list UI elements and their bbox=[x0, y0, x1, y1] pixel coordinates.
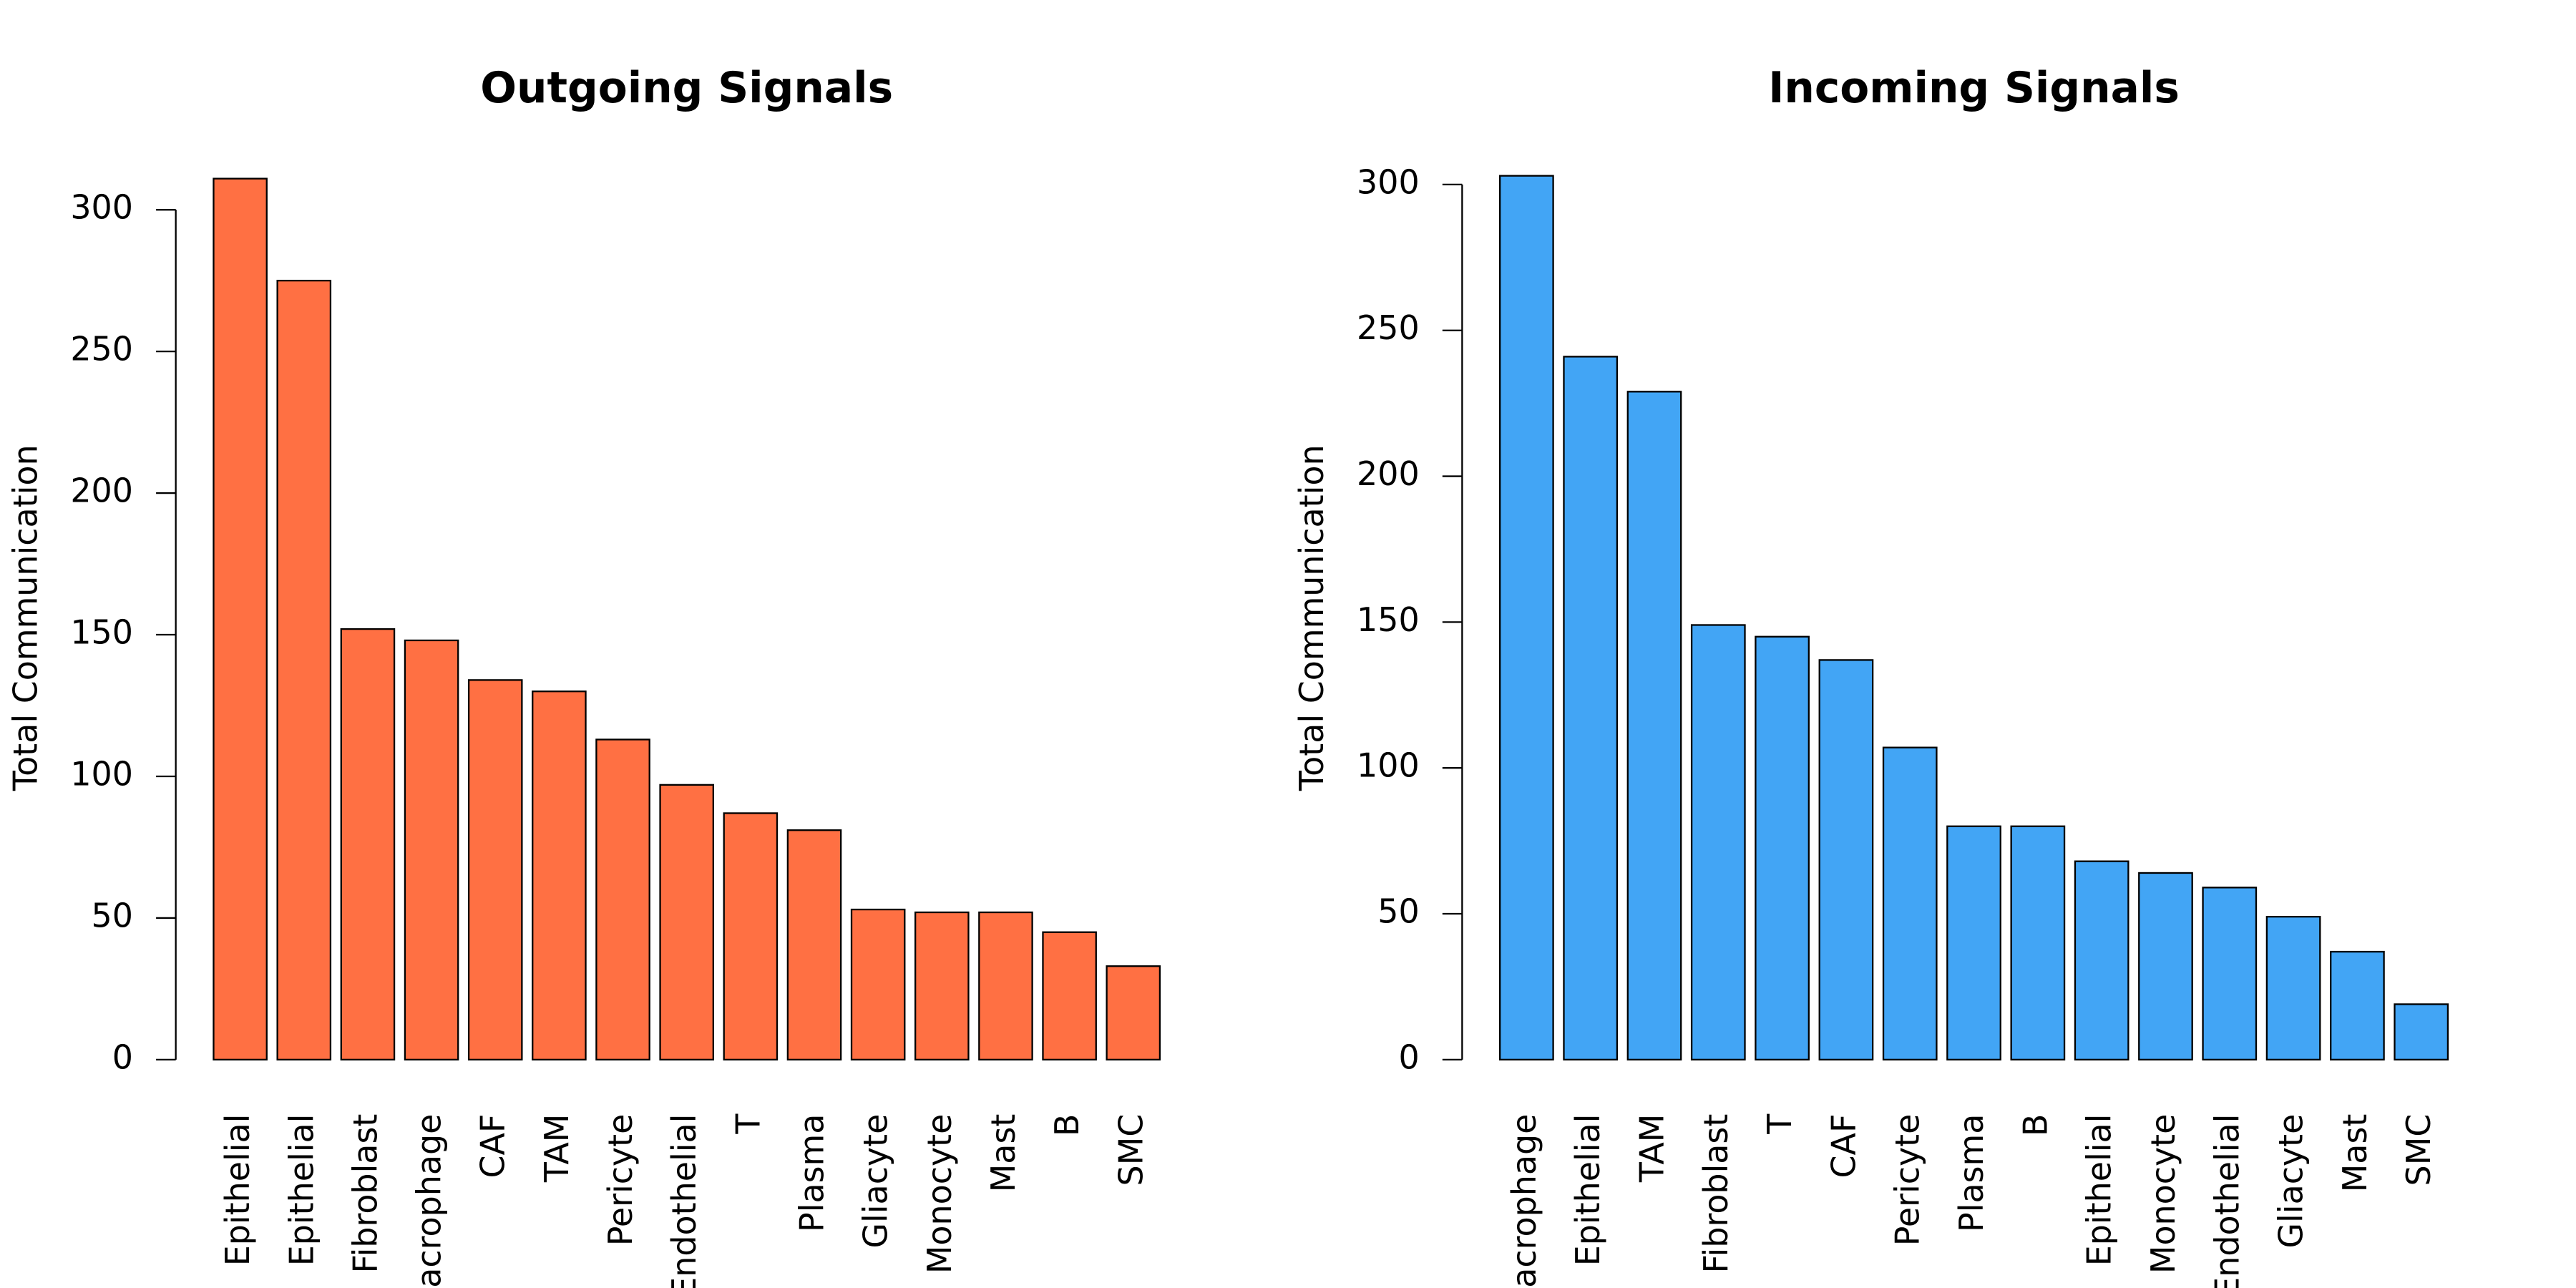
x-tick-label: Mast bbox=[2336, 1114, 2374, 1193]
bar bbox=[1946, 825, 2001, 1061]
bar bbox=[1106, 965, 1161, 1061]
x-tick-label: T bbox=[728, 1113, 767, 1135]
x-tick-label: B bbox=[1048, 1114, 1086, 1136]
bar bbox=[1563, 356, 1619, 1061]
bar bbox=[850, 908, 906, 1061]
x-tick-label: SMC bbox=[2399, 1114, 2438, 1186]
x-tick-label: T bbox=[1760, 1113, 1799, 1135]
y-tick-label: 0 bbox=[112, 1038, 133, 1076]
bar bbox=[595, 738, 650, 1061]
bar bbox=[2265, 915, 2321, 1061]
bar bbox=[1042, 931, 1097, 1061]
x-tick-label: Mast bbox=[984, 1114, 1023, 1193]
bar bbox=[404, 639, 459, 1061]
x-tick-label: SMC bbox=[1111, 1114, 1150, 1186]
bar bbox=[532, 691, 587, 1061]
x-tick-label: Macrophage bbox=[410, 1114, 449, 1288]
chart-title: Incoming Signals bbox=[1768, 64, 2180, 113]
x-tick-label: Epithelial bbox=[282, 1114, 321, 1267]
x-tick-label: Epithelial bbox=[218, 1114, 257, 1267]
bar bbox=[2394, 1003, 2449, 1061]
bar bbox=[2010, 825, 2066, 1061]
bar bbox=[467, 679, 523, 1061]
bar bbox=[2074, 860, 2129, 1061]
y-tick-label: 100 bbox=[70, 754, 133, 793]
y-tick-label: 300 bbox=[1357, 162, 1420, 201]
x-tick-label: Fibroblast bbox=[1697, 1114, 1735, 1274]
y-tick-label: 50 bbox=[1377, 892, 1419, 931]
x-tick-label: B bbox=[2016, 1114, 2054, 1136]
bar bbox=[1818, 659, 1874, 1061]
bar bbox=[1499, 175, 1554, 1061]
y-axis-title: Total Communication bbox=[6, 444, 45, 791]
y-tick-label: 0 bbox=[1398, 1038, 1419, 1076]
bar bbox=[276, 279, 332, 1061]
bar bbox=[914, 911, 970, 1061]
bar bbox=[659, 784, 714, 1061]
x-tick-label: Macrophage bbox=[1505, 1114, 1543, 1288]
x-tick-label: Endothelial bbox=[2207, 1114, 2246, 1288]
x-tick-label: Monocyte bbox=[2144, 1114, 2182, 1274]
bar bbox=[1755, 635, 1810, 1061]
x-tick-label: Epithelial bbox=[1568, 1114, 1607, 1267]
bar bbox=[1626, 391, 1682, 1061]
bar bbox=[2202, 887, 2258, 1061]
y-tick-label: 250 bbox=[70, 330, 133, 369]
y-tick-label: 150 bbox=[1357, 600, 1420, 639]
y-tick-label: 300 bbox=[70, 188, 133, 227]
bar bbox=[786, 829, 842, 1061]
bar bbox=[340, 628, 396, 1061]
chart-title: Outgoing Signals bbox=[480, 64, 893, 113]
bar bbox=[1690, 624, 1746, 1061]
y-tick-label: 200 bbox=[70, 472, 133, 510]
x-tick-label: Pericyte bbox=[1888, 1114, 1927, 1246]
y-tick-label: 150 bbox=[70, 613, 133, 652]
y-tick-label: 50 bbox=[92, 896, 133, 935]
x-tick-label: Endothelial bbox=[665, 1114, 703, 1288]
y-tick-label: 200 bbox=[1357, 454, 1420, 493]
x-tick-label: Pericyte bbox=[601, 1114, 640, 1246]
x-tick-label: Monocyte bbox=[920, 1114, 959, 1274]
x-tick-label: TAM bbox=[1633, 1114, 1672, 1184]
y-tick-label: 250 bbox=[1357, 308, 1420, 347]
bar bbox=[213, 177, 268, 1061]
x-tick-label: Gliacyte bbox=[857, 1114, 895, 1249]
y-axis-title: Total Communication bbox=[1292, 444, 1331, 791]
x-tick-label: TAM bbox=[537, 1114, 576, 1184]
bar bbox=[2138, 872, 2193, 1061]
x-tick-label: Fibroblast bbox=[346, 1114, 384, 1274]
bar bbox=[1882, 746, 1938, 1061]
x-tick-label: Epithelial bbox=[2080, 1114, 2119, 1267]
x-tick-label: CAF bbox=[474, 1114, 512, 1179]
x-tick-label: Plasma bbox=[793, 1114, 831, 1232]
bar bbox=[723, 812, 779, 1061]
bar bbox=[978, 911, 1033, 1061]
x-tick-label: Gliacyte bbox=[2272, 1114, 2311, 1249]
bar bbox=[2330, 950, 2385, 1061]
x-tick-label: Plasma bbox=[1952, 1114, 1991, 1232]
y-tick-label: 100 bbox=[1357, 746, 1420, 785]
x-tick-label: CAF bbox=[1824, 1114, 1863, 1179]
